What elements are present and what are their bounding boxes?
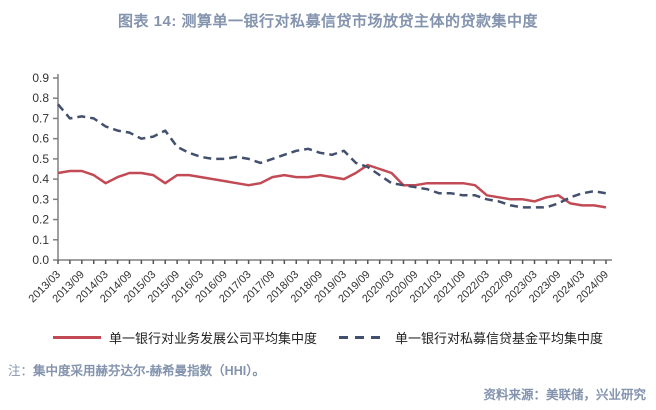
y-tick-label: 0.8: [32, 91, 49, 105]
data-source: 资料来源：美联储，兴业研究: [483, 388, 646, 402]
y-tick-label: 0.1: [32, 233, 49, 247]
legend-item-dashed: 单一银行对私募信贷基金平均集中度: [339, 328, 603, 347]
note-body: 集中度采用赫芬达尔-赫希曼指数（HHI）。: [33, 364, 265, 378]
y-tick-label: 0.0: [32, 253, 49, 267]
y-tick-label: 0.4: [32, 172, 49, 186]
solid-line-swatch-icon: [52, 336, 101, 339]
legend-label-dashed: 单一银行对私募信贷基金平均集中度: [395, 331, 604, 346]
legend-label-solid: 单一银行对业务发展公司平均集中度: [108, 331, 317, 346]
y-tick-label: 0.6: [32, 132, 49, 146]
note-prefix: 注：: [8, 364, 34, 378]
series-line-solid: [57, 163, 607, 209]
y-tick-label: 0.5: [32, 152, 49, 166]
y-tick-label: 0.2: [32, 213, 49, 227]
legend-item-solid: 单一银行对业务发展公司平均集中度: [52, 328, 317, 347]
dashed-line-swatch-icon: [339, 336, 387, 339]
y-tick-label: 0.3: [32, 192, 49, 206]
chart-legend: 单一银行对业务发展公司平均集中度 单一银行对私募信贷基金平均集中度: [0, 328, 656, 347]
y-tick-label: 0.7: [32, 111, 49, 125]
y-tick-label: 0.9: [32, 71, 49, 85]
chart-note: 注：集中度采用赫芬达尔-赫希曼指数（HHI）。: [8, 360, 265, 379]
line-chart: 0.00.10.20.30.40.50.60.70.80.92013/03201…: [27, 71, 612, 305]
series-line-dashed: [57, 103, 607, 209]
chart-title: 图表 14: 测算单一银行对私募信贷市场放贷主体的贷款集中度: [117, 13, 539, 30]
